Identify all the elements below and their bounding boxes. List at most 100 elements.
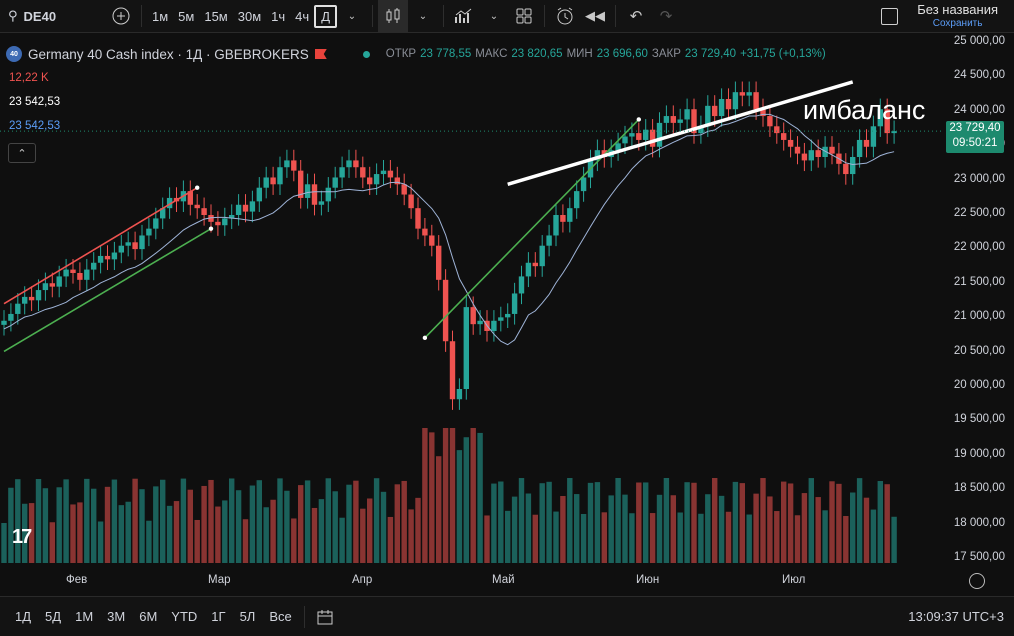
candle-body — [139, 235, 145, 250]
range-1[interactable]: 5Д — [45, 609, 62, 624]
candle-body — [166, 197, 173, 209]
trend-line-green[interactable] — [3, 227, 212, 353]
volume-bar — [91, 488, 97, 563]
candle-body — [760, 109, 766, 117]
candle-body — [1, 320, 7, 325]
volume-bar — [477, 432, 483, 563]
candle-body — [677, 119, 683, 123]
redo-button[interactable]: ↷ — [651, 0, 681, 33]
trend-anchor[interactable] — [208, 226, 214, 231]
volume-bar — [774, 511, 780, 563]
interval-5[interactable]: 4ч — [295, 8, 310, 24]
candle-body — [594, 150, 601, 161]
price-chart[interactable] — [0, 33, 944, 571]
bar-countdown: 09:50:21 — [952, 137, 998, 149]
volume-bar — [567, 478, 573, 563]
candle-body — [456, 389, 463, 400]
volume-bar — [629, 513, 635, 563]
divider — [443, 5, 444, 27]
trend-anchor[interactable] — [422, 335, 428, 341]
chart-type-dropdown[interactable]: ⌄ — [408, 0, 438, 33]
candle-body — [35, 290, 42, 301]
range-4[interactable]: 6М — [139, 609, 158, 624]
interval-0[interactable]: 1м — [152, 8, 169, 24]
symbol-search[interactable]: ⚲ DE40 — [0, 0, 106, 33]
volume-bar — [698, 513, 704, 563]
candle-body — [470, 307, 476, 325]
tradingview-logo[interactable]: 17 — [12, 526, 32, 548]
save-link[interactable]: Сохранить — [932, 18, 983, 29]
candle-body — [684, 109, 690, 120]
interval-list: 1м 5м 15м 30м 1ч 4ч Д — [147, 0, 337, 33]
range-0[interactable]: 1Д — [15, 609, 32, 624]
indicators-button[interactable] — [449, 0, 479, 33]
ma2-value: 23 542,53 — [9, 120, 61, 132]
alert-button[interactable] — [550, 0, 580, 33]
candle-body — [656, 122, 663, 147]
volume-bar — [215, 506, 221, 563]
trend-anchor[interactable] — [195, 185, 200, 190]
close-label: ЗАКР — [651, 48, 681, 60]
clock[interactable]: 13:09:37 UTC+3 — [908, 609, 1004, 624]
layout-name[interactable]: Без названия Сохранить — [917, 3, 998, 31]
interval-3[interactable]: 30м — [237, 8, 262, 24]
chart-type-button[interactable] — [378, 0, 408, 33]
interval-6[interactable]: Д — [314, 4, 337, 28]
trend-anchor[interactable] — [636, 117, 641, 122]
candle-body — [649, 129, 656, 147]
annotation-text[interactable]: имбаланс — [803, 95, 926, 125]
candle-body — [77, 273, 83, 280]
interval-dropdown[interactable]: ⌄ — [337, 0, 367, 33]
candle-body — [298, 170, 304, 198]
interval-1[interactable]: 5м — [178, 8, 195, 24]
layout-title: Без названия — [917, 2, 998, 17]
chevron-down-icon: ⌄ — [489, 10, 499, 22]
price-tick: 25 000,00 — [953, 35, 1005, 47]
fullscreen-icon[interactable] — [881, 8, 898, 25]
volume-bar — [684, 482, 690, 563]
candle-body — [284, 160, 290, 168]
interval-2[interactable]: 15м — [204, 8, 228, 24]
range-3[interactable]: 3М — [107, 609, 126, 624]
settings-icon[interactable] — [969, 573, 985, 589]
candle-body — [850, 157, 856, 175]
date-range-button[interactable] — [310, 600, 340, 633]
volume-bar — [187, 489, 193, 563]
candle-body — [560, 215, 566, 222]
volume-bar — [63, 479, 69, 563]
candle-body — [698, 126, 704, 134]
trend-line-white[interactable] — [507, 80, 854, 186]
candle-body — [263, 177, 269, 188]
volume-bar — [132, 478, 138, 563]
replay-button[interactable]: ◀◀ — [580, 0, 610, 33]
time-axis[interactable]: Фев Мар Апр Май Июн Июл — [0, 571, 944, 593]
volume-bar — [1, 523, 7, 563]
volume-bar — [546, 481, 552, 563]
candle-body — [732, 92, 739, 110]
trend-line-red[interactable] — [3, 187, 198, 305]
range-7[interactable]: 5Л — [239, 609, 256, 624]
volume-bar — [794, 515, 801, 563]
range-2[interactable]: 1М — [75, 609, 94, 624]
range-8[interactable]: Все — [269, 609, 292, 624]
collapse-legend-button[interactable]: ⌃ — [8, 143, 36, 163]
compare-add-button[interactable] — [106, 0, 136, 33]
candle-body — [353, 160, 359, 168]
range-5[interactable]: YTD — [171, 609, 198, 624]
candle-body — [629, 133, 635, 137]
layouts-button[interactable] — [509, 0, 539, 33]
flag-icon[interactable] — [314, 49, 327, 59]
volume-bar — [622, 494, 628, 563]
close-value: 23 729,40 — [684, 48, 737, 60]
candle-body — [304, 184, 311, 198]
legend-title[interactable]: Germany 40 Cash index · 1Д · GBEBROKERS — [28, 46, 309, 62]
interval-4[interactable]: 1ч — [271, 8, 286, 24]
undo-button[interactable]: ↶ — [621, 0, 651, 33]
volume-bar — [422, 428, 428, 563]
volume-bar — [277, 478, 283, 563]
indicators-dropdown[interactable]: ⌄ — [479, 0, 509, 33]
ohlc-values: ОТКР 23 778,55 МАКС 23 820,65 МИН 23 696,60… — [386, 48, 826, 60]
range-6[interactable]: 1Г — [211, 609, 226, 624]
trend-line-green[interactable] — [424, 118, 640, 339]
